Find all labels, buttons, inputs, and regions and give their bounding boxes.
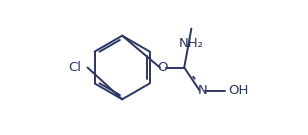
Text: Cl: Cl bbox=[68, 61, 81, 74]
Text: O: O bbox=[157, 61, 168, 74]
Text: NH₂: NH₂ bbox=[179, 37, 204, 50]
Text: N: N bbox=[198, 84, 207, 97]
Text: OH: OH bbox=[228, 84, 248, 97]
